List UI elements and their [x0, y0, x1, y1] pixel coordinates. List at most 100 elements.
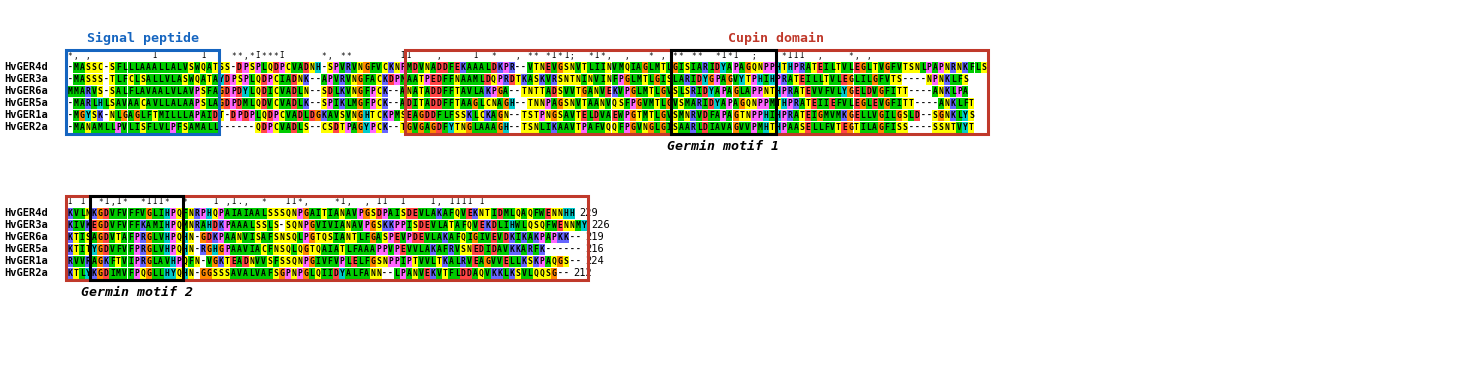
Text: K: K: [945, 75, 950, 84]
Text: A: A: [327, 111, 332, 120]
Text: E: E: [91, 221, 97, 230]
Text: D: D: [509, 75, 515, 84]
Text: V: V: [111, 221, 115, 230]
Text: H: H: [183, 269, 187, 278]
Text: A: A: [364, 269, 369, 278]
Text: I: I: [316, 209, 320, 218]
Text: D: D: [704, 123, 708, 132]
Bar: [417, 74, 423, 84]
Bar: [285, 74, 291, 84]
Text: P: P: [364, 221, 369, 230]
Text: C: C: [140, 99, 145, 108]
Text: A: A: [594, 99, 599, 108]
Bar: [478, 62, 484, 73]
Bar: [768, 110, 774, 121]
Text: P: P: [232, 75, 236, 84]
Bar: [684, 74, 690, 84]
Bar: [267, 220, 273, 231]
Bar: [66, 268, 74, 279]
Text: V: V: [140, 209, 145, 218]
Bar: [636, 62, 642, 73]
Bar: [648, 86, 653, 97]
Bar: [733, 110, 739, 121]
Bar: [491, 122, 497, 132]
Text: I: I: [563, 51, 568, 61]
Bar: [563, 62, 569, 73]
Text: P: P: [382, 245, 386, 254]
Text: A: A: [146, 75, 150, 84]
Text: S: S: [558, 111, 562, 120]
Bar: [587, 122, 593, 132]
Bar: [733, 122, 739, 132]
Bar: [66, 196, 589, 279]
Text: P: P: [243, 75, 248, 84]
Bar: [956, 86, 962, 97]
Text: T: T: [649, 87, 653, 96]
Text: T: T: [353, 233, 357, 242]
Bar: [109, 62, 115, 73]
Text: K: K: [842, 111, 847, 120]
Text: ,: ,: [243, 198, 248, 206]
Bar: [370, 86, 376, 97]
Text: V: V: [111, 209, 115, 218]
Bar: [720, 74, 727, 84]
Text: I: I: [267, 87, 271, 96]
Text: K: K: [68, 221, 72, 230]
Text: A: A: [146, 63, 150, 72]
Text: S: S: [932, 111, 938, 120]
Bar: [884, 62, 889, 73]
Text: V: V: [721, 123, 726, 132]
Bar: [599, 98, 605, 108]
Text: P: P: [134, 233, 139, 242]
Text: S: S: [909, 63, 913, 72]
Bar: [296, 256, 302, 266]
Text: G: G: [370, 221, 375, 230]
Bar: [527, 74, 532, 84]
Bar: [665, 62, 673, 73]
Bar: [733, 74, 739, 84]
Bar: [273, 86, 279, 97]
Text: H: H: [757, 75, 763, 84]
Bar: [497, 256, 503, 266]
Text: I: I: [68, 198, 72, 206]
Bar: [357, 74, 363, 84]
Bar: [811, 86, 817, 97]
Bar: [224, 220, 230, 231]
Text: N: N: [407, 87, 412, 96]
Bar: [187, 74, 195, 84]
Text: V: V: [353, 63, 357, 72]
Bar: [127, 208, 134, 219]
Bar: [527, 86, 532, 97]
Bar: [376, 268, 382, 279]
Text: *: *: [68, 51, 72, 61]
Text: G: G: [938, 111, 944, 120]
Bar: [121, 62, 127, 73]
Bar: [569, 74, 575, 84]
Bar: [521, 86, 527, 97]
Bar: [751, 122, 757, 132]
Text: M: M: [649, 99, 653, 108]
Text: -: -: [909, 123, 913, 132]
Bar: [593, 122, 599, 132]
Bar: [127, 74, 134, 84]
Bar: [308, 232, 316, 242]
Bar: [563, 232, 569, 242]
Text: C: C: [128, 75, 133, 84]
Text: S: S: [86, 233, 90, 242]
Bar: [261, 62, 267, 73]
Text: V: V: [111, 245, 115, 254]
Text: L: L: [358, 257, 363, 266]
Bar: [466, 62, 472, 73]
Bar: [158, 256, 164, 266]
Bar: [437, 74, 442, 84]
Bar: [195, 74, 201, 84]
Text: H: H: [569, 209, 575, 218]
Bar: [521, 74, 527, 84]
Text: S: S: [534, 221, 538, 230]
Text: T: T: [811, 63, 817, 72]
Bar: [969, 62, 975, 73]
Bar: [515, 74, 521, 84]
Bar: [454, 208, 460, 219]
Text: A: A: [80, 63, 84, 72]
Text: *: *: [696, 51, 702, 61]
